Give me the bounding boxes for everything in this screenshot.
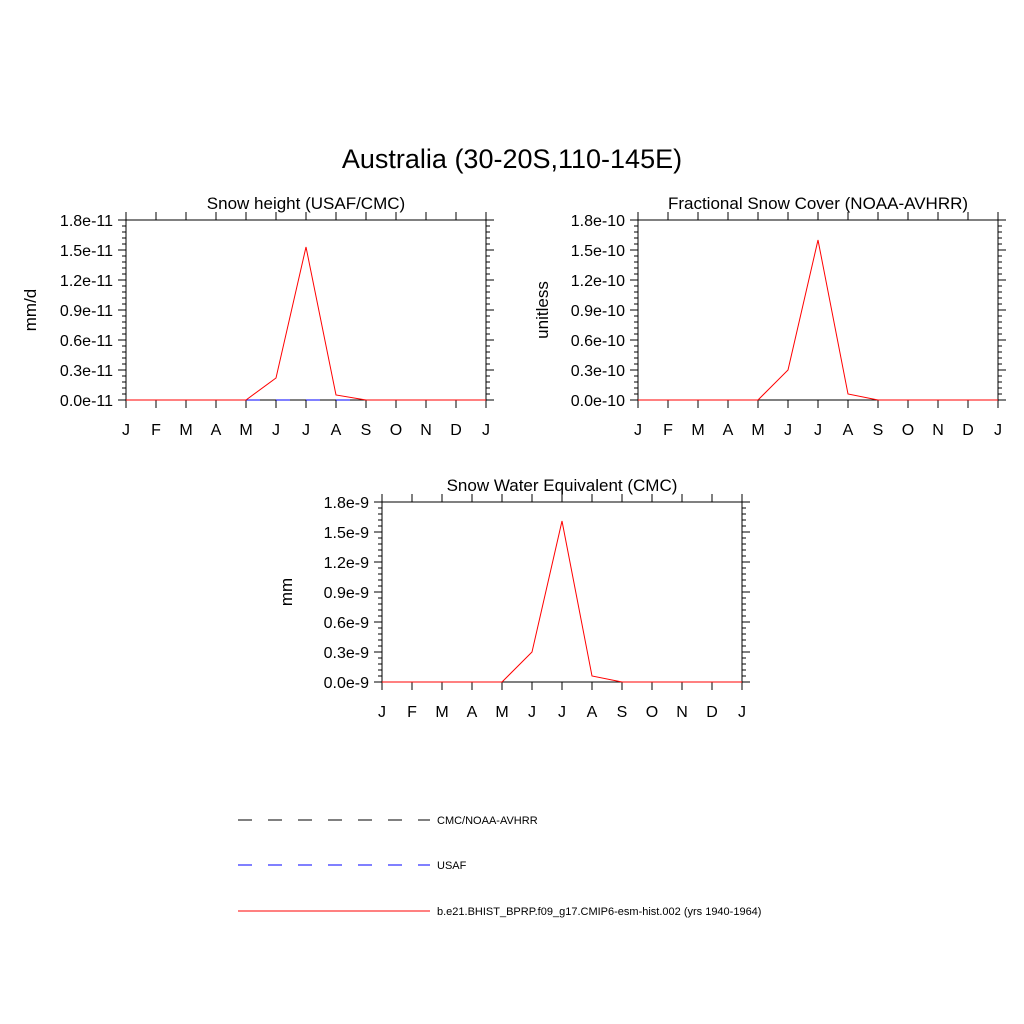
x-tick-label: A — [467, 704, 478, 721]
x-tick-label: M — [751, 422, 764, 439]
legend-label: USAF — [437, 860, 467, 872]
x-tick-label: S — [873, 422, 884, 439]
x-tick-label: N — [420, 422, 432, 439]
y-tick-label: 0.9e-9 — [324, 585, 369, 602]
y-tick-label: 0.9e-10 — [571, 303, 625, 320]
x-tick-label: J — [814, 422, 822, 439]
x-tick-label: J — [302, 422, 310, 439]
y-tick-label: 0.3e-11 — [60, 363, 113, 380]
y-tick-label: 0.3e-9 — [324, 645, 369, 662]
page-title: Australia (30-20S,110-145E) — [341, 144, 683, 174]
chart-title: Snow height (USAF/CMC) — [207, 194, 405, 213]
x-tick-label: M — [435, 704, 448, 721]
y-tick-label: 0.6e-10 — [571, 333, 625, 350]
y-tick-label: 1.2e-9 — [324, 555, 369, 572]
x-tick-label: J — [994, 422, 1002, 439]
chart-3: Snow Water Equivalent (CMC) mm 0.0e-9 0.3e-… — [277, 476, 750, 721]
x-tick-label: J — [738, 704, 746, 721]
x-tick-label: N — [676, 704, 688, 721]
x-tick-label: J — [272, 422, 280, 439]
x-tick-label: J — [558, 704, 566, 721]
y-tick-label: 1.5e-9 — [324, 525, 369, 542]
chart-title: Snow Water Equivalent (CMC) — [447, 476, 678, 495]
series-line-model — [126, 246, 486, 401]
y-tick-label: 1.8e-11 — [60, 213, 113, 230]
x-tick-label: A — [587, 704, 598, 721]
y-tick-label: 0.0e-9 — [324, 675, 369, 692]
x-tick-label: J — [528, 704, 536, 721]
x-tick-label: F — [663, 422, 673, 439]
series-line-model — [382, 520, 742, 683]
x-tick-label: D — [450, 422, 462, 439]
x-tick-label: J — [122, 422, 130, 439]
y-tick-label: 0.6e-11 — [60, 333, 113, 350]
x-tick-label: J — [784, 422, 792, 439]
y-tick-label: 0.3e-10 — [571, 363, 625, 380]
y-tick-label: 1.2e-11 — [60, 273, 113, 290]
legend-label: b.e21.BHIST_BPRP.f09_g17.CMIP6-esm-hist.… — [437, 906, 761, 918]
x-tick-label: O — [646, 704, 658, 721]
x-tick-label: D — [962, 422, 974, 439]
y-tick-label: 1.5e-11 — [60, 243, 113, 260]
x-tick-label: J — [634, 422, 642, 439]
x-tick-label: A — [211, 422, 222, 439]
y-tick-label: 1.8e-9 — [324, 495, 369, 512]
y-axis-label: mm/d — [21, 289, 40, 332]
x-tick-label: M — [239, 422, 252, 439]
x-tick-label: N — [932, 422, 944, 439]
x-tick-label: F — [407, 704, 417, 721]
legend: CMC/NOAA-AVHRR USAF b.e21.BHIST_BPRP.f09_g… — [238, 815, 761, 918]
x-tick-label: S — [617, 704, 628, 721]
plot-frame — [637, 219, 999, 401]
y-axis-label: unitless — [533, 281, 552, 339]
x-tick-label: J — [482, 422, 490, 439]
x-tick-label: J — [378, 704, 386, 721]
y-tick-label: 0.9e-11 — [60, 303, 113, 320]
x-tick-label: F — [151, 422, 161, 439]
y-tick-label: 1.2e-10 — [571, 273, 625, 290]
x-tick-label: M — [179, 422, 192, 439]
y-tick-label: 0.0e-10 — [571, 393, 625, 410]
y-tick-label: 0.0e-11 — [60, 393, 113, 410]
y-axis-label: mm — [277, 578, 296, 606]
x-tick-label: A — [331, 422, 342, 439]
plot-frame — [381, 501, 743, 683]
x-tick-label: M — [691, 422, 704, 439]
y-tick-label: 1.8e-10 — [571, 213, 625, 230]
x-tick-label: D — [706, 704, 718, 721]
x-tick-label: O — [902, 422, 914, 439]
chart-1: Snow height (USAF/CMC) mm/d 0.0e-11 0.3e-11… — [21, 194, 494, 439]
x-tick-label: M — [495, 704, 508, 721]
y-tick-label: 0.6e-9 — [324, 615, 369, 632]
x-tick-label: A — [723, 422, 734, 439]
x-tick-label: O — [390, 422, 402, 439]
legend-label: CMC/NOAA-AVHRR — [437, 815, 538, 827]
chart-title: Fractional Snow Cover (NOAA-AVHRR) — [668, 194, 968, 213]
series-line-model — [638, 239, 998, 401]
y-tick-label: 1.5e-10 — [571, 243, 625, 260]
x-tick-label: S — [361, 422, 372, 439]
x-tick-label: A — [843, 422, 854, 439]
chart-2: Fractional Snow Cover (NOAA-AVHRR) unitle… — [533, 194, 1006, 439]
